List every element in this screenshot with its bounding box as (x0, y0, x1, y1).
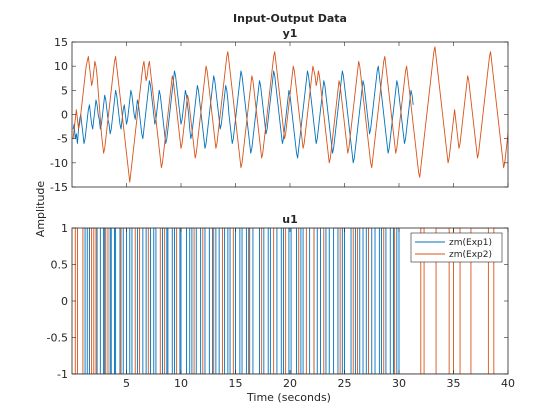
u1-xtick-label: 5 (123, 377, 130, 390)
y-axis-label: Amplitude (34, 181, 47, 238)
legend-label-exp2: zm(Exp2) (449, 250, 492, 260)
u1-ytick-label: 1 (61, 222, 68, 235)
u1-ytick-label: 0.5 (51, 259, 69, 272)
axes-y1-title: y1 (283, 27, 298, 40)
u1-xtick-label: 40 (501, 377, 515, 390)
axes-u1-title: u1 (282, 213, 298, 226)
y1-series-1-line (72, 65, 414, 164)
y1-series-2-line (72, 46, 508, 183)
axes-u1-box (71, 227, 509, 375)
u1-xtick-label: 20 (283, 377, 297, 390)
y1-ytick-label: 10 (54, 60, 68, 73)
u1-ytick-label: -0.5 (47, 332, 68, 345)
u1-xtick-label: 25 (338, 377, 352, 390)
y1-ytick-label: 0 (61, 109, 68, 122)
u1-ytick-label: -1 (57, 368, 68, 381)
u1-series-2-line (72, 228, 508, 374)
y1-ytick-label: 5 (61, 84, 68, 97)
axes-u1: u1 -1-0.500.515 10 15 20 25 30 35 40 (47, 213, 515, 390)
figure-title: Input-Output Data (233, 12, 347, 25)
y1-ytick-label: -15 (50, 181, 68, 194)
legend-box (410, 232, 503, 263)
y1-ytick-label: -5 (57, 133, 68, 146)
axes-y1: y1 -15 -10 -5 0 5 10 15 (50, 27, 509, 194)
u1-xtick-label: 15 (229, 377, 243, 390)
u1-xtick-label: 30 (392, 377, 406, 390)
legend: zm(Exp1) zm(Exp2) (410, 232, 503, 263)
u1-ytick-label: 0 (61, 295, 68, 308)
u1-xtick-label: 10 (174, 377, 188, 390)
u1-xtick-label: 35 (447, 377, 461, 390)
y1-ytick-label: -10 (50, 157, 68, 170)
x-axis-label: Time (seconds) (246, 391, 331, 404)
axes-y1-box (71, 41, 509, 188)
legend-label-exp1: zm(Exp1) (449, 238, 492, 248)
y1-ytick-label: 15 (54, 36, 68, 49)
